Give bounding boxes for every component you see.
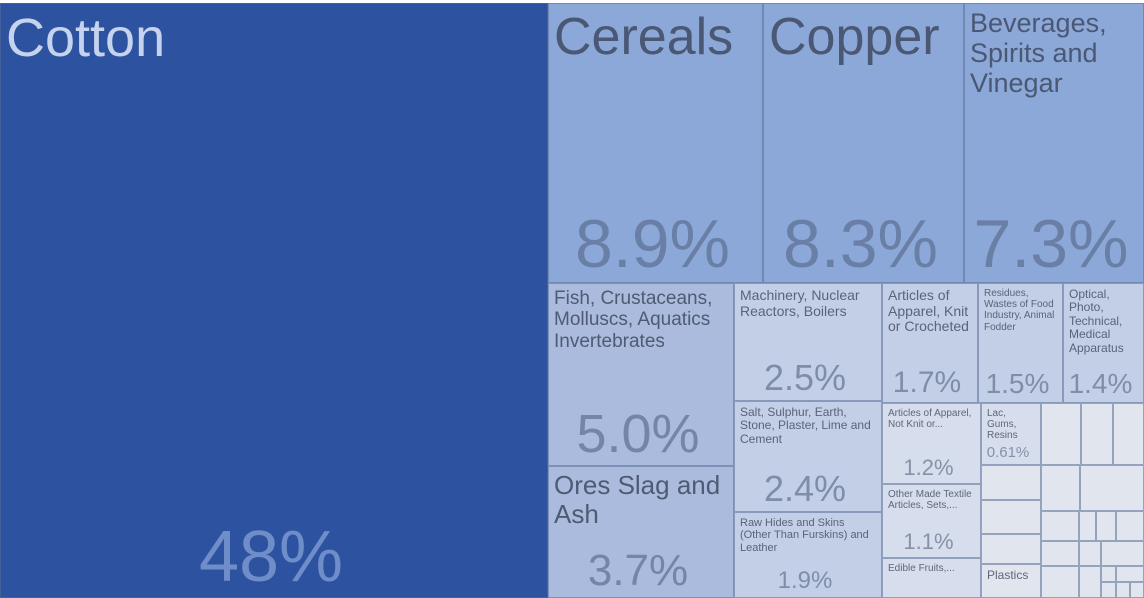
treemap-tile-small[interactable] bbox=[1080, 465, 1144, 511]
treemap-tile[interactable]: Lac, Gums, Resins 0.61% bbox=[981, 403, 1041, 465]
treemap-tile-small[interactable] bbox=[1041, 465, 1080, 511]
tile-percentage: 2.4% bbox=[763, 468, 847, 509]
tile-percentage: 8.9% bbox=[575, 206, 730, 282]
tile-percentage: 1.5% bbox=[985, 368, 1050, 399]
tile-percentage: 5.0% bbox=[576, 404, 700, 464]
treemap-tile[interactable]: Fish, Crustaceans, Molluscs, Aquatics In… bbox=[548, 283, 734, 466]
tile-label: Cereals bbox=[554, 8, 734, 66]
treemap-tile-small[interactable] bbox=[1113, 403, 1144, 465]
tile-label: Cotton bbox=[6, 8, 166, 68]
treemap-tile-small[interactable] bbox=[1096, 511, 1116, 541]
treemap-tile-small[interactable] bbox=[1116, 566, 1144, 582]
tile-percentage: 3.7% bbox=[587, 546, 689, 595]
treemap-tile[interactable]: Edible Fruits,... bbox=[882, 558, 981, 598]
tile-label: Plastics bbox=[987, 568, 1029, 582]
tile-label: Articles of Apparel, Knit or Crocheted bbox=[888, 287, 969, 335]
treemap-tile-small[interactable] bbox=[1041, 511, 1079, 541]
treemap-tile-small[interactable] bbox=[1041, 566, 1079, 598]
tile-label: Lac, Gums, Resins bbox=[987, 408, 1018, 442]
treemap-tile-small[interactable] bbox=[1041, 403, 1081, 465]
treemap-tile[interactable]: Articles of Apparel, Not Knit or... 1.2% bbox=[882, 403, 981, 484]
treemap-tile-small[interactable] bbox=[1079, 511, 1096, 541]
tile-percentage: 0.61% bbox=[986, 444, 1030, 461]
treemap-tile[interactable]: Optical, Photo, Technical, Medical Appar… bbox=[1063, 283, 1144, 403]
tile-label: Residues, Wastes of Food Industry, Anima… bbox=[984, 288, 1055, 333]
treemap-tile-small[interactable] bbox=[981, 465, 1041, 500]
treemap-tile[interactable]: Beverages, Spirits and Vinegar 7.3% bbox=[964, 3, 1144, 283]
treemap-tile-small[interactable] bbox=[1081, 403, 1113, 465]
treemap-tile[interactable]: Machinery, Nuclear Reactors, Boilers 2.5% bbox=[734, 283, 882, 401]
treemap-tile[interactable]: Copper 8.3% bbox=[763, 3, 964, 283]
tile-percentage: 1.7% bbox=[892, 366, 962, 399]
tile-label: Articles of Apparel, Not Knit or... bbox=[888, 408, 972, 431]
tile-label: Machinery, Nuclear Reactors, Boilers bbox=[740, 287, 860, 319]
tile-label: Optical, Photo, Technical, Medical Appar… bbox=[1069, 287, 1124, 355]
treemap-tile-small[interactable] bbox=[1101, 541, 1144, 566]
tile-label: Edible Fruits,... bbox=[888, 563, 955, 574]
treemap-tile-small[interactable] bbox=[1101, 566, 1116, 582]
tile-percentage: 7.3% bbox=[973, 206, 1129, 282]
treemap-tile[interactable]: Articles of Apparel, Knit or Crocheted 1.… bbox=[882, 283, 978, 403]
treemap-tile-small[interactable] bbox=[981, 500, 1041, 534]
tile-percentage: 8.3% bbox=[783, 206, 938, 282]
treemap-tile[interactable]: Residues, Wastes of Food Industry, Anima… bbox=[978, 283, 1063, 403]
treemap-tile-small[interactable] bbox=[1130, 582, 1144, 598]
tile-label: Raw Hides and Skins (Other Than Furskins… bbox=[740, 517, 869, 554]
treemap-tile-small[interactable] bbox=[1116, 582, 1130, 598]
treemap-tile[interactable]: Plastics bbox=[981, 564, 1041, 598]
treemap-tile[interactable]: Cereals 8.9% bbox=[548, 3, 763, 283]
tile-label: Fish, Crustaceans, Molluscs, Aquatics In… bbox=[554, 288, 713, 352]
tile-percentage: 1.2% bbox=[903, 455, 954, 480]
treemap-tile-small[interactable] bbox=[1101, 582, 1116, 598]
treemap-tile[interactable]: Ores Slag and Ash 3.7% bbox=[548, 466, 734, 598]
tile-label: Copper bbox=[769, 8, 940, 66]
tile-percentage: 1.4% bbox=[1068, 368, 1133, 399]
treemap-tile-small[interactable] bbox=[981, 534, 1041, 564]
treemap-tile-small[interactable] bbox=[1116, 511, 1144, 541]
tile-label: Other Made Textile Articles, Sets,... bbox=[888, 489, 972, 512]
treemap-tile-small[interactable] bbox=[1079, 566, 1101, 598]
treemap-tile-small[interactable] bbox=[1041, 541, 1079, 566]
treemap-tile[interactable]: Raw Hides and Skins (Other Than Furskins… bbox=[734, 512, 882, 598]
treemap-tile[interactable]: Salt, Sulphur, Earth, Stone, Plaster, Li… bbox=[734, 401, 882, 512]
treemap-tile[interactable]: Cotton 48% bbox=[0, 3, 548, 598]
tile-percentage: 48% bbox=[198, 517, 344, 597]
tile-percentage: 1.9% bbox=[777, 567, 833, 594]
tile-label: Ores Slag and Ash bbox=[554, 470, 721, 530]
treemap-tile-small[interactable] bbox=[1079, 541, 1101, 566]
treemap-tile[interactable]: Other Made Textile Articles, Sets,... 1.1… bbox=[882, 484, 981, 558]
tile-percentage: 1.1% bbox=[903, 529, 954, 554]
tile-label: Beverages, Spirits and Vinegar bbox=[970, 8, 1107, 99]
tile-percentage: 2.5% bbox=[763, 357, 847, 398]
tile-label: Salt, Sulphur, Earth, Stone, Plaster, Li… bbox=[740, 405, 871, 446]
